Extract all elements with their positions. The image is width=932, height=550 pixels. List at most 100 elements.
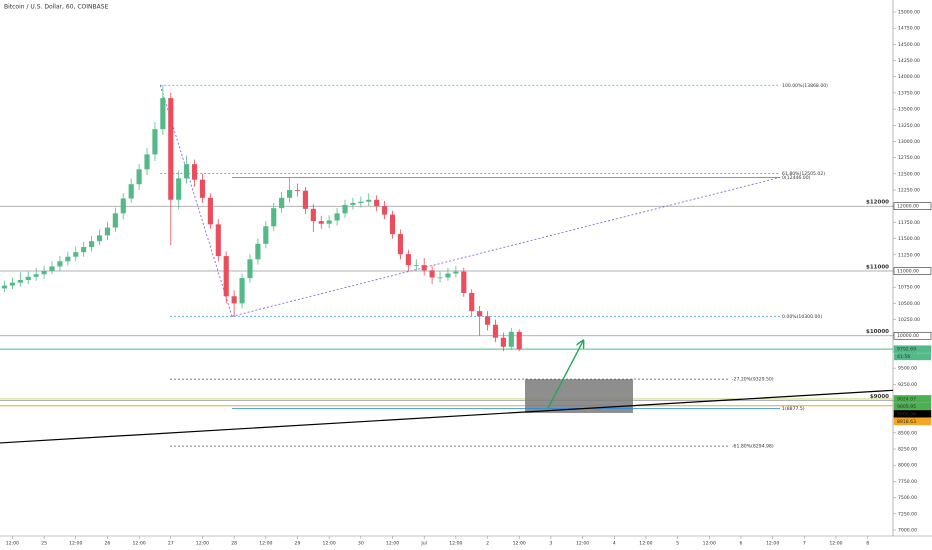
candle-body [302, 190, 308, 209]
x-tick-label: 30 [358, 541, 364, 547]
candle-body [397, 234, 404, 255]
candle-body [389, 214, 396, 235]
candle-body [366, 199, 372, 202]
trend-line [0, 389, 894, 444]
candle-body [9, 282, 15, 286]
candle-body [437, 277, 443, 279]
y-tick-label: 14750.00 [898, 26, 920, 32]
price-badge [893, 417, 932, 426]
candle-body [49, 266, 55, 271]
candle-body [41, 270, 47, 275]
candle-body [33, 274, 39, 277]
candle-body [136, 169, 142, 185]
candle-body [516, 331, 522, 350]
candle-body [215, 224, 221, 257]
candle-body [239, 278, 245, 304]
x-tick-label: 12:00 [132, 541, 145, 547]
candle-body [484, 316, 491, 325]
candle-body [184, 164, 190, 179]
level-label: $10000 [866, 329, 889, 335]
y-tick-label: 12750.00 [898, 155, 920, 161]
price-badge-label: 9792.69 [897, 347, 916, 353]
price-badge-label: 8918.63 [897, 419, 916, 425]
fib-label: 0.00%(10300.00) [782, 314, 822, 320]
x-tick-label: 29 [295, 541, 301, 547]
candle-body [1, 285, 8, 289]
price-badge-label: 11000.00 [897, 268, 919, 274]
countdown-badge [894, 353, 931, 361]
x-tick-label: 12:00 [259, 541, 272, 547]
price-badge-label: 12000.00 [897, 204, 919, 210]
y-tick-label: 9250.00 [898, 382, 917, 388]
candle-body [73, 252, 79, 257]
x-tick-label: 12:00 [386, 541, 399, 547]
candle-body [326, 220, 332, 224]
y-tick-label: 12250.00 [898, 188, 920, 194]
candle-body [152, 129, 158, 155]
y-tick-label: 10500.00 [898, 301, 920, 307]
price-badge-label: 9000.00 [897, 411, 916, 417]
candle-body [500, 337, 506, 347]
candle-body [81, 247, 87, 253]
price-badge-label: 10000.00 [897, 333, 919, 339]
candle-body [104, 227, 111, 236]
candle-body [255, 243, 261, 260]
candle-body [453, 271, 459, 274]
x-tick-label: 7 [803, 541, 806, 547]
x-tick-label: 28 [231, 541, 237, 547]
candle-body [65, 256, 71, 262]
candle-body [358, 201, 364, 203]
candle-body [112, 213, 118, 228]
fib-label: 100.00%(13868.00) [782, 83, 828, 89]
fib-label: 0(12446.00) [782, 175, 811, 181]
y-tick-label: 10250.00 [898, 317, 920, 323]
x-tick-label: 12:00 [639, 541, 652, 547]
candle-body [445, 273, 451, 278]
x-tick-label: 25 [41, 541, 47, 547]
x-tick-label: 12:00 [829, 541, 842, 547]
candle-body [461, 271, 467, 293]
x-tick-label: 3 [549, 541, 552, 547]
candle-body [492, 324, 499, 338]
candle-body [342, 204, 348, 214]
level-label: $11000 [866, 264, 889, 270]
candle-body [160, 98, 166, 130]
candle-body [382, 206, 388, 215]
y-tick-label: 13750.00 [898, 90, 920, 96]
candle-body [477, 311, 483, 317]
x-tick-label: 26 [105, 541, 111, 547]
price-badge [893, 267, 932, 275]
x-tick-label: 12:00 [576, 541, 589, 547]
candle-body [429, 270, 435, 278]
x-tick-label: Jul [420, 541, 427, 547]
price-badge [893, 402, 932, 411]
candle-body [207, 197, 213, 225]
y-tick-label: 8000.00 [898, 463, 917, 469]
x-tick-label: 12:00 [323, 541, 336, 547]
fib-label: 61.80%(12505.02) [782, 171, 825, 177]
candle-body [89, 241, 95, 248]
y-tick-label: 7000.00 [898, 527, 917, 533]
candle-body [57, 261, 63, 267]
x-tick-label: 12:00 [69, 541, 82, 547]
y-tick-label: 10750.00 [898, 285, 920, 291]
candle-body [413, 265, 419, 266]
candle-body [168, 98, 174, 200]
candle-body [17, 280, 23, 283]
level-label: $12000 [866, 200, 889, 206]
x-tick-label: 27 [168, 541, 174, 547]
y-tick-label: 9500.00 [898, 366, 917, 372]
x-tick-label: 8 [866, 541, 869, 547]
price-badge [893, 202, 932, 210]
zone-box [525, 379, 633, 413]
fib-label: 1(8877.5) [782, 406, 805, 412]
x-tick-label: 12:00 [196, 541, 209, 547]
candle-body [191, 164, 198, 180]
x-tick-label: 12:00 [6, 541, 19, 547]
candle-body [263, 226, 269, 244]
candle-body [144, 154, 150, 170]
candle-body [231, 296, 237, 304]
countdown: 41:56 [897, 354, 910, 360]
candle-body [421, 265, 427, 271]
